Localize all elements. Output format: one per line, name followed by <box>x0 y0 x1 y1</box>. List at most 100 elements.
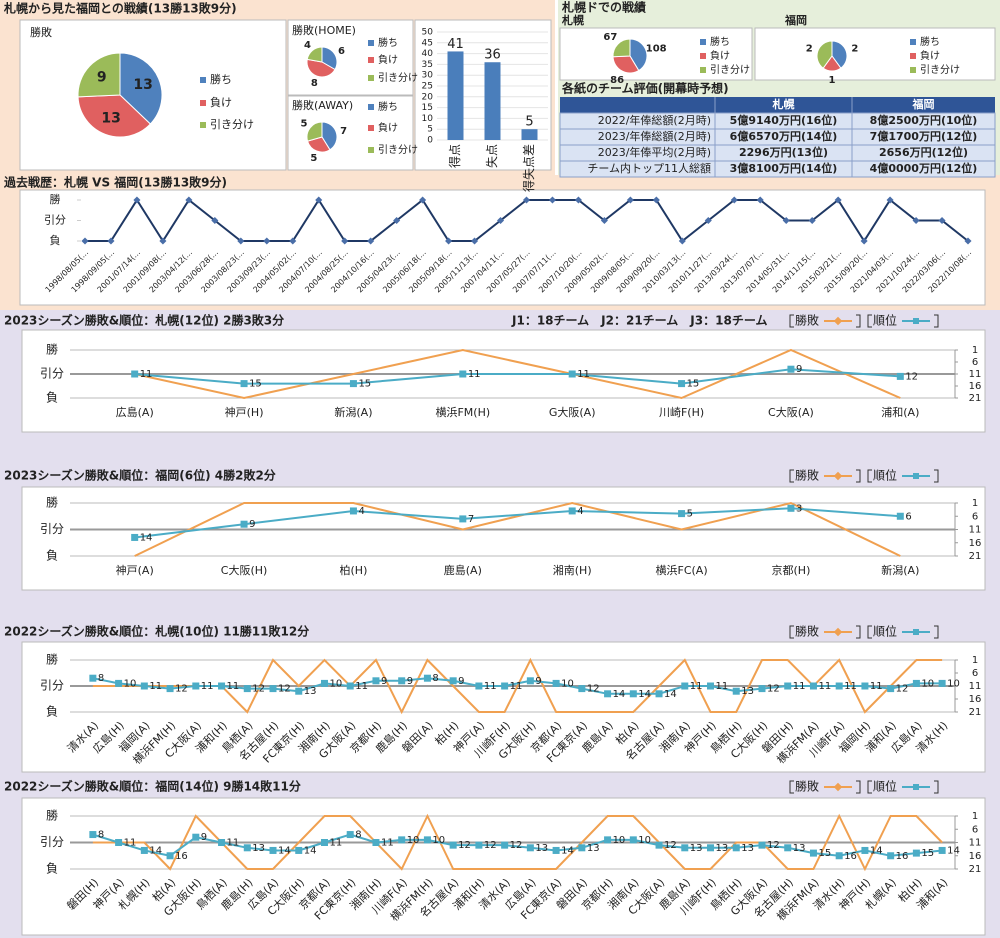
marker <box>568 507 576 515</box>
marker <box>131 533 139 541</box>
y-tick-label: 15 <box>422 103 433 113</box>
legend-label: 順位 <box>873 468 897 483</box>
marker <box>115 679 123 687</box>
data-label: 11 <box>355 681 368 692</box>
marker <box>133 196 141 204</box>
legend-marker <box>833 471 843 481</box>
data-label: 15 <box>687 379 700 390</box>
legend-label: 負け <box>920 50 940 62</box>
pie-slice <box>77 52 121 98</box>
marker <box>809 682 817 690</box>
data-label: 13 <box>716 843 729 854</box>
data-label: 9 <box>796 364 802 375</box>
legend-swatch <box>368 40 374 46</box>
legend-label: 勝ち <box>378 100 398 113</box>
marker <box>678 380 686 388</box>
data-label: 14 <box>140 532 153 543</box>
marker <box>449 677 457 685</box>
data-label: 10 <box>329 678 342 689</box>
marker <box>552 846 560 854</box>
chart-box <box>21 641 986 773</box>
data-label: 6 <box>338 46 345 57</box>
y-tick-label: 20 <box>422 92 434 102</box>
data-label: 16 <box>844 851 857 862</box>
data-label: 12 <box>905 371 918 382</box>
marker <box>240 520 248 528</box>
marker <box>629 690 637 698</box>
legend-label: 勝敗 <box>795 468 819 483</box>
marker <box>604 690 612 698</box>
legend-label: 負け <box>210 96 232 109</box>
legend-bracket <box>934 625 939 639</box>
legend-label: 順位 <box>873 313 897 328</box>
marker <box>315 196 323 204</box>
y-tick-label: 負 <box>46 391 58 405</box>
y-tick-label: 勝 <box>46 652 58 667</box>
data-label: 12 <box>767 684 780 695</box>
marker <box>89 831 97 839</box>
data-label: 14 <box>664 689 677 700</box>
marker <box>784 682 792 690</box>
data-label: 3 <box>796 503 802 514</box>
pie-slice <box>831 40 848 69</box>
data-label: 13 <box>535 843 548 854</box>
y-tick-label: 25 <box>422 82 433 92</box>
legend-bracket <box>789 469 794 483</box>
data-label: 13 <box>690 843 703 854</box>
marker <box>887 685 895 693</box>
chart-title: 2023シーズン勝敗&順位：福岡(6位) 4勝2敗2分 <box>4 468 276 483</box>
legend-label: 勝敗 <box>795 624 819 639</box>
legend-label: 負け <box>378 54 398 66</box>
data-label: 14 <box>947 845 960 856</box>
data-label: 5 <box>301 118 308 129</box>
marker <box>912 679 920 687</box>
marker <box>681 682 689 690</box>
y2-tick-label: 1 <box>972 345 978 356</box>
marker <box>367 237 375 245</box>
data-label: 13 <box>741 686 754 697</box>
data-label: 11 <box>329 838 342 849</box>
data-label: 4 <box>304 40 311 51</box>
marker <box>140 846 148 854</box>
data-label: 10 <box>561 678 574 689</box>
marker <box>89 674 97 682</box>
bar <box>447 51 464 140</box>
legend-bracket <box>867 625 872 639</box>
data-label: 9 <box>535 676 541 687</box>
pie-slice <box>119 52 163 125</box>
y-tick-label: 勝 <box>50 192 61 206</box>
marker <box>349 380 357 388</box>
data-label: 12 <box>896 684 909 695</box>
legend-swatch <box>368 147 374 153</box>
marker <box>166 852 174 860</box>
y2-tick-label: 6 <box>972 824 978 835</box>
legend-bracket <box>856 780 861 794</box>
pie-slice <box>612 38 631 58</box>
marker <box>346 831 354 839</box>
legend-label: 順位 <box>873 624 897 639</box>
marker <box>115 839 123 846</box>
marker <box>240 380 248 388</box>
y-tick-label: 45 <box>422 38 433 48</box>
data-label: 11 <box>201 681 214 692</box>
data-label: 15 <box>358 379 371 390</box>
marker <box>678 237 686 245</box>
marker <box>449 841 457 849</box>
marker <box>398 836 406 844</box>
table-cell: 5億9140万円(16位) <box>730 113 838 127</box>
data-label: 5 <box>310 153 317 164</box>
marker <box>372 839 380 846</box>
x-tick-label: 湘南(H) <box>553 563 592 577</box>
y2-tick-label: 11 <box>969 525 982 536</box>
data-label: 4 <box>577 506 583 517</box>
marker <box>574 196 582 204</box>
x-tick-label: 京都(H) <box>772 563 811 577</box>
marker <box>393 216 401 225</box>
legend-bracket <box>867 469 872 483</box>
data-label: 7 <box>340 126 347 137</box>
data-label: 9 <box>249 519 255 530</box>
data-label: 8 <box>98 830 104 841</box>
marker <box>758 685 766 693</box>
legend-marker <box>833 627 843 637</box>
data-label: 14 <box>613 689 626 700</box>
